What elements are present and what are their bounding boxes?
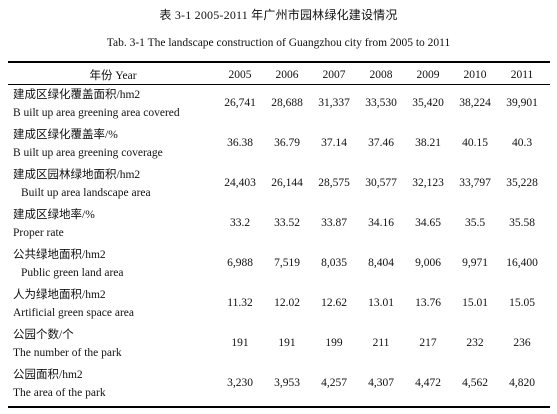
row-label-chinese: 建成区绿地率/% [13, 209, 95, 221]
table-cell: 4,307 [368, 377, 394, 389]
table-cell: 33.2 [229, 217, 251, 229]
row-label-english: The number of the park [13, 347, 122, 359]
table-cell: 38,224 [459, 97, 491, 109]
indicator-column-header: 年份 Year [89, 70, 137, 82]
row-label-english: B uilt up area greening area covered [13, 107, 180, 119]
table-cell: 3,953 [274, 377, 300, 389]
row-label-chinese: 公共绿地面积/hm2 [13, 249, 106, 261]
table-cell: 40.3 [511, 137, 533, 149]
table-cell: 28,688 [271, 97, 303, 109]
row-label-chinese: 建成区园林绿地面积/hm2 [13, 169, 141, 181]
table-cell: 35,228 [506, 177, 538, 189]
table-cell: 15.01 [462, 297, 488, 309]
year-header: 2011 [510, 69, 534, 81]
row-label-english: Public green land area [21, 267, 124, 279]
table-cell: 35.5 [464, 217, 486, 229]
table-cell: 191 [278, 337, 296, 349]
table-cell: 39,901 [506, 97, 538, 109]
table-cell: 32,123 [412, 177, 444, 189]
row-label-chinese: 公园面积/hm2 [13, 369, 83, 381]
row-label-english: Proper rate [13, 227, 64, 239]
table-row: 建成区园林绿地面积/hm2 Built up area landscape ar… [0, 166, 557, 206]
table-cell: 4,472 [415, 377, 441, 389]
table-cell: 36.38 [227, 137, 253, 149]
table-cell: 12.02 [274, 297, 300, 309]
table-cell: 35.58 [509, 217, 535, 229]
row-label-english: Artificial green space area [13, 307, 134, 319]
table-cell: 37.14 [321, 137, 347, 149]
year-header: 2008 [369, 69, 393, 81]
table-cell: 37.46 [368, 137, 394, 149]
table-cell: 191 [231, 337, 249, 349]
table-cell: 16,400 [506, 257, 538, 269]
table-cell: 7,519 [274, 257, 300, 269]
table-cell: 9,971 [462, 257, 488, 269]
table-cell: 217 [419, 337, 437, 349]
year-header: 2007 [322, 69, 346, 81]
table-cell: 236 [513, 337, 531, 349]
row-label-chinese: 建成区绿化覆盖面积/hm2 [13, 89, 141, 101]
year-header: 2009 [416, 69, 440, 81]
table-cell: 33.52 [274, 217, 300, 229]
table-cell: 211 [372, 337, 390, 349]
table-row: 公园个数/个 The number of the park 191 191 19… [0, 326, 557, 366]
table-cell: 31,337 [318, 97, 350, 109]
table-cell: 13.01 [368, 297, 394, 309]
table-cell: 15.05 [509, 297, 535, 309]
table-cell: 33,797 [459, 177, 491, 189]
row-label-chinese: 公园个数/个 [13, 329, 74, 341]
table-cell: 12.62 [321, 297, 347, 309]
table-cell: 35,420 [412, 97, 444, 109]
row-label-english: Built up area landscape area [21, 187, 151, 199]
table-cell: 232 [466, 337, 484, 349]
row-label-english: The area of the park [13, 387, 106, 399]
table-cell: 34.16 [368, 217, 394, 229]
year-header: 2006 [275, 69, 299, 81]
table-cell: 9,006 [415, 257, 441, 269]
table-cell: 24,403 [224, 177, 256, 189]
table-row: 建成区绿化覆盖率/% B uilt up area greening cover… [0, 126, 557, 166]
table-row: 公园面积/hm2 The area of the park 3,230 3,95… [0, 366, 557, 406]
table-cell: 40.15 [462, 137, 488, 149]
table-cell: 6,988 [227, 257, 253, 269]
year-header: 2010 [463, 69, 487, 81]
year-header: 2005 [228, 69, 252, 81]
table-cell: 4,562 [462, 377, 488, 389]
table-caption-chinese: 表 3-1 2005-2011 年广州市园林绿化建设情况 [159, 8, 398, 22]
table-row: 建成区绿化覆盖面积/hm2 B uilt up area greening ar… [0, 86, 557, 126]
table-header-row: 年份 Year 2005 2006 2007 2008 2009 2010 20… [0, 65, 557, 83]
table-cell: 33,530 [365, 97, 397, 109]
table-cell: 8,404 [368, 257, 394, 269]
table-cell: 13.76 [415, 297, 441, 309]
table-cell: 26,741 [224, 97, 256, 109]
table-row: 公共绿地面积/hm2 Public green land area 6,988 … [0, 246, 557, 286]
table-row: 建成区绿地率/% Proper rate 33.2 33.52 33.87 34… [0, 206, 557, 246]
table-cell: 33.87 [321, 217, 347, 229]
table-cell: 11.32 [227, 297, 253, 309]
table-row: 人为绿地面积/hm2 Artificial green space area 1… [0, 286, 557, 326]
row-label-chinese: 人为绿地面积/hm2 [13, 289, 106, 301]
table-cell: 30,577 [365, 177, 397, 189]
table-cell: 8,035 [321, 257, 347, 269]
table-cell: 38.21 [415, 137, 441, 149]
table-cell: 34.65 [415, 217, 441, 229]
header-rule [8, 84, 550, 85]
row-label-chinese: 建成区绿化覆盖率/% [13, 129, 118, 141]
table-cell: 28,575 [318, 177, 350, 189]
bottom-rule [8, 406, 550, 408]
table-caption-english: Tab. 3-1 The landscape construction of G… [106, 37, 451, 49]
table-cell: 26,144 [271, 177, 303, 189]
table-cell: 4,820 [509, 377, 535, 389]
top-rule [8, 61, 550, 63]
table-cell: 36.79 [274, 137, 300, 149]
table-cell: 199 [325, 337, 343, 349]
table-cell: 4,257 [321, 377, 347, 389]
row-label-english: B uilt up area greening coverage [13, 147, 163, 159]
table-cell: 3,230 [227, 377, 253, 389]
